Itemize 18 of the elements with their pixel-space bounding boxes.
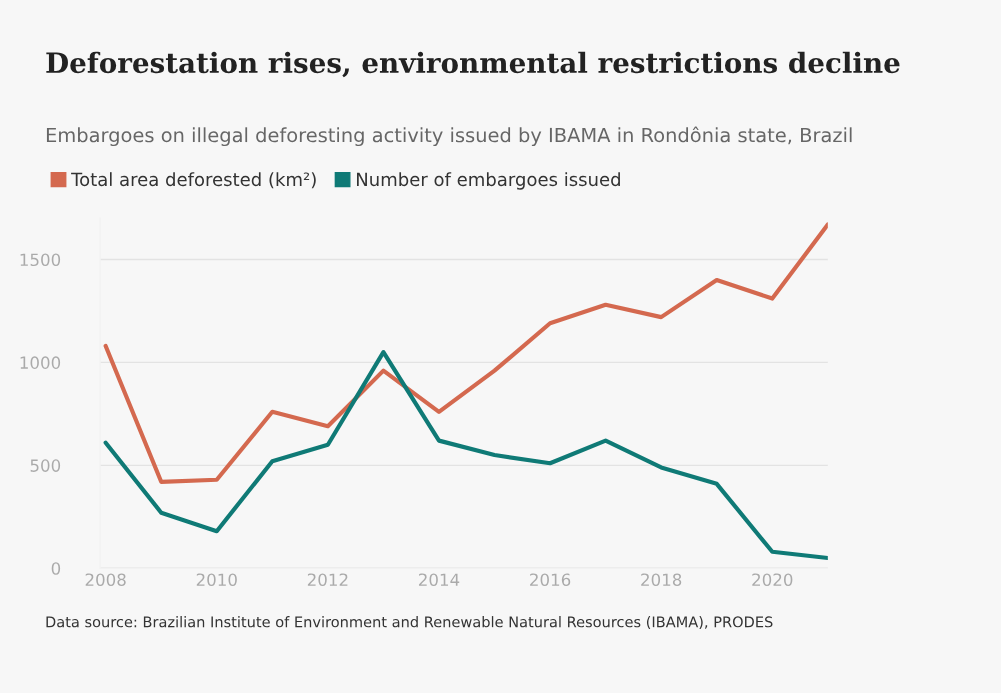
x-tick-label: 2020	[752, 573, 793, 587]
legend-label: Number of embargoes issued	[357, 172, 620, 190]
x-tick-label: 2010	[196, 573, 237, 587]
y-tick-label: 1500	[20, 253, 61, 267]
chart-subtitle: Embargoes on illegal deforesting activity issued by IBAMA in Rondônia state, Brazil	[46, 126, 852, 147]
source-note: Data source: Brazilian Institute of Environment and Renewable Natural Resources (IBAMA), PRODES	[46, 616, 773, 630]
x-tick-label: 2016	[530, 573, 571, 587]
line-series	[103, 350, 828, 561]
x-tick-label: 2008	[85, 573, 126, 587]
legend-label: Total area deforested (km²)	[71, 172, 316, 189]
x-tick-label: 2018	[641, 573, 682, 587]
chart-title: Deforestation rises, environmental restrictions decline	[46, 51, 900, 78]
y-tick-label: 1000	[20, 356, 61, 369]
line-series	[103, 222, 828, 484]
y-tick-label: 0	[51, 562, 61, 575]
y-tick-label: 500	[30, 459, 61, 472]
x-tick-label: 2012	[307, 573, 348, 587]
x-tick-label: 2014	[418, 573, 460, 587]
